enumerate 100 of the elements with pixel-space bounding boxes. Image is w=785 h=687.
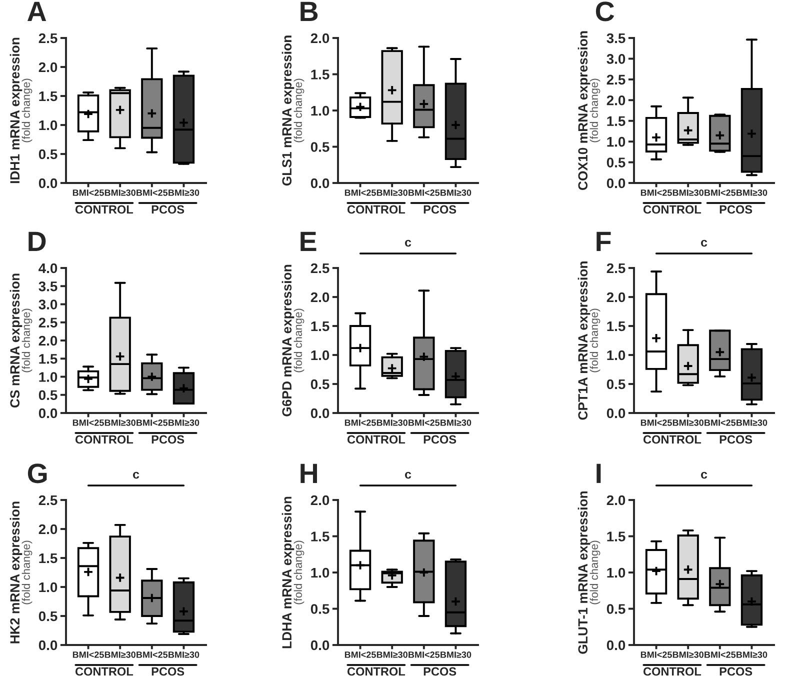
y-axis-title: CS mRNA expression (fold change) bbox=[10, 274, 32, 408]
x-tick-label: BMI≥30 bbox=[376, 419, 408, 426]
text: CONTROL bbox=[75, 667, 134, 676]
text: CONTROL bbox=[75, 205, 134, 214]
x-tick-label: BMI≥30 bbox=[440, 419, 472, 426]
y-tick-label: 1.5 bbox=[311, 532, 330, 542]
x-tick-label: BMI≥30 bbox=[104, 651, 136, 658]
x-tick-label: BMI≥30 bbox=[672, 189, 704, 196]
y-tick-label: 4.0 bbox=[38, 263, 58, 274]
y-axis-title: LDHA mRNA expression (fold change) bbox=[282, 496, 304, 648]
x-tick-label: BMI<25 bbox=[640, 189, 672, 196]
chart-title: B bbox=[300, 2, 318, 21]
y-axis-title: G6PD mRNA expression (fold change) bbox=[282, 264, 304, 416]
y-tick-label: 1.0 bbox=[311, 568, 330, 578]
chart-title: C bbox=[596, 2, 614, 22]
y-tick-label: 1.5 bbox=[607, 321, 626, 332]
text: CONTROL bbox=[643, 667, 702, 676]
y-tick-label: 3.5 bbox=[606, 33, 626, 44]
x-tick-label: BMI≥30 bbox=[104, 419, 136, 426]
y-tick-label: 1.5 bbox=[607, 116, 626, 126]
y-tick-label: 2.0 bbox=[310, 33, 330, 44]
x-tick-label: BMI<25 bbox=[408, 651, 440, 658]
y-tick-label: 0.5 bbox=[606, 158, 626, 168]
y-tick-label: 1.5 bbox=[607, 532, 626, 542]
x-tick-label: BMI<25 bbox=[72, 419, 104, 426]
text: c bbox=[405, 240, 412, 247]
text: CONTROL bbox=[347, 667, 406, 676]
text: c bbox=[701, 240, 708, 247]
y-tick-label: 2.0 bbox=[606, 292, 626, 302]
chart-title: G bbox=[28, 464, 47, 484]
x-tick-label: BMI<25 bbox=[72, 651, 104, 658]
y-tick-label: 0.5 bbox=[38, 390, 58, 400]
y-tick-label: 0.5 bbox=[606, 604, 626, 614]
y-tick-label: 0.0 bbox=[38, 408, 58, 418]
y-tick-label: 0.0 bbox=[310, 640, 330, 650]
text: PCOS bbox=[720, 667, 752, 676]
text: PCOS bbox=[152, 205, 184, 214]
x-tick-label: BMI<25 bbox=[640, 419, 672, 426]
y-tick-label: 2.0 bbox=[38, 524, 58, 534]
chart-title: D bbox=[28, 232, 46, 251]
y-tick-label: 0.0 bbox=[606, 408, 626, 418]
y-tick-label: 2.0 bbox=[310, 495, 330, 506]
x-tick-label: BMI<25 bbox=[344, 651, 376, 658]
x-tick-label: BMI<25 bbox=[640, 651, 672, 658]
y-tick-label: 1.0 bbox=[607, 136, 626, 147]
x-tick-label: BMI≥30 bbox=[736, 651, 768, 658]
x-tick-label: BMI<25 bbox=[344, 189, 376, 196]
text: PCOS bbox=[424, 435, 456, 444]
y-tick-label: 1.5 bbox=[311, 321, 330, 332]
y-tick-label: 1.0 bbox=[607, 568, 626, 578]
x-tick-label: BMI≥30 bbox=[736, 189, 768, 196]
y-tick-label: 2.5 bbox=[606, 263, 626, 274]
text: CONTROL bbox=[643, 435, 702, 444]
chart-title: E bbox=[300, 232, 316, 251]
y-tick-label: 0.5 bbox=[310, 604, 330, 614]
y-tick-label: 2.0 bbox=[38, 62, 58, 72]
text: PCOS bbox=[720, 205, 752, 214]
x-tick-label: BMI≥30 bbox=[440, 651, 472, 658]
y-tick-label: 2.0 bbox=[38, 336, 58, 346]
y-tick-label: 0.0 bbox=[606, 640, 626, 650]
x-tick-label: BMI≥30 bbox=[376, 651, 408, 658]
y-tick-label: 0.0 bbox=[38, 178, 58, 188]
x-tick-label: BMI≥30 bbox=[440, 189, 472, 196]
text: PCOS bbox=[152, 667, 184, 676]
chart-title: H bbox=[300, 464, 317, 483]
text: PCOS bbox=[424, 205, 456, 214]
y-axis-title: COX10 mRNA expression (fold change) bbox=[578, 31, 600, 190]
y-tick-label: 3.5 bbox=[38, 281, 58, 292]
y-tick-label: 1.0 bbox=[39, 120, 58, 130]
x-tick-label: BMI<25 bbox=[704, 189, 736, 196]
text: PCOS bbox=[424, 667, 456, 676]
text: CONTROL bbox=[643, 205, 702, 214]
y-tick-label: 1.0 bbox=[39, 372, 58, 382]
text: CONTROL bbox=[75, 435, 134, 444]
x-tick-label: BMI≥30 bbox=[672, 651, 704, 658]
y-tick-label: 0.5 bbox=[606, 379, 626, 390]
y-axis-title: CPT1A mRNA expression (fold change) bbox=[578, 262, 600, 420]
text: PCOS bbox=[152, 435, 184, 444]
text: PCOS bbox=[720, 435, 752, 444]
y-tick-label: 0.0 bbox=[310, 178, 330, 188]
chart-title: F bbox=[596, 232, 611, 251]
text: c bbox=[133, 472, 140, 479]
x-tick-label: BMI<25 bbox=[408, 189, 440, 196]
y-tick-label: 2.5 bbox=[38, 318, 58, 328]
y-tick-label: 3.0 bbox=[38, 300, 58, 310]
text: c bbox=[405, 472, 412, 479]
y-tick-label: 0.5 bbox=[310, 142, 330, 152]
text: CONTROL bbox=[347, 435, 406, 444]
y-tick-label: 0.5 bbox=[310, 379, 330, 390]
x-tick-label: BMI<25 bbox=[408, 419, 440, 426]
y-tick-label: 1.0 bbox=[39, 582, 58, 592]
x-tick-label: BMI≥30 bbox=[104, 189, 136, 196]
y-tick-label: 2.5 bbox=[606, 74, 626, 85]
text: CONTROL bbox=[347, 205, 406, 214]
x-tick-label: BMI≥30 bbox=[168, 189, 200, 196]
y-tick-label: 1.0 bbox=[311, 350, 330, 360]
y-axis-title: GLUT-1 mRNA expression (fold change) bbox=[578, 491, 600, 654]
y-tick-label: 0.0 bbox=[310, 408, 330, 418]
y-tick-label: 1.5 bbox=[39, 553, 58, 564]
y-tick-label: 2.5 bbox=[38, 33, 58, 44]
